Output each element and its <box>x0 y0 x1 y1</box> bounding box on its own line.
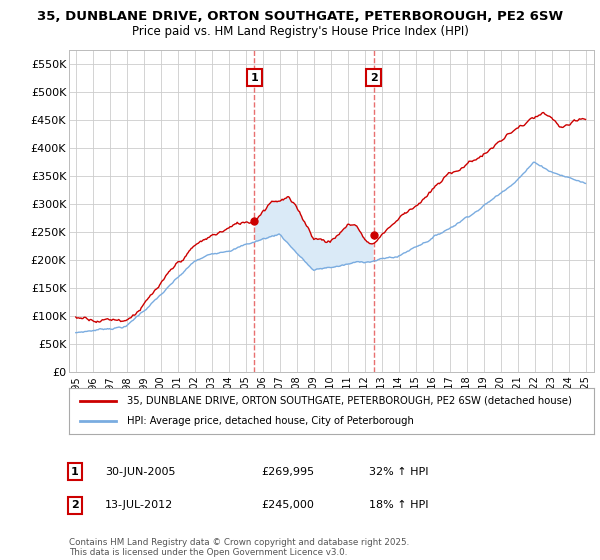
Text: 2: 2 <box>370 73 377 83</box>
Text: 1: 1 <box>71 466 79 477</box>
Text: Price paid vs. HM Land Registry's House Price Index (HPI): Price paid vs. HM Land Registry's House … <box>131 25 469 38</box>
Text: £245,000: £245,000 <box>261 500 314 510</box>
Text: Contains HM Land Registry data © Crown copyright and database right 2025.
This d: Contains HM Land Registry data © Crown c… <box>69 538 409 557</box>
Text: 18% ↑ HPI: 18% ↑ HPI <box>369 500 428 510</box>
Text: 32% ↑ HPI: 32% ↑ HPI <box>369 466 428 477</box>
Text: HPI: Average price, detached house, City of Peterborough: HPI: Average price, detached house, City… <box>127 416 413 426</box>
Text: £269,995: £269,995 <box>261 466 314 477</box>
Text: 35, DUNBLANE DRIVE, ORTON SOUTHGATE, PETERBOROUGH, PE2 6SW (detached house): 35, DUNBLANE DRIVE, ORTON SOUTHGATE, PET… <box>127 396 572 406</box>
Text: 35, DUNBLANE DRIVE, ORTON SOUTHGATE, PETERBOROUGH, PE2 6SW: 35, DUNBLANE DRIVE, ORTON SOUTHGATE, PET… <box>37 10 563 23</box>
Text: 2: 2 <box>71 500 79 510</box>
Text: 1: 1 <box>250 73 258 83</box>
Text: 13-JUL-2012: 13-JUL-2012 <box>105 500 173 510</box>
Text: 30-JUN-2005: 30-JUN-2005 <box>105 466 176 477</box>
